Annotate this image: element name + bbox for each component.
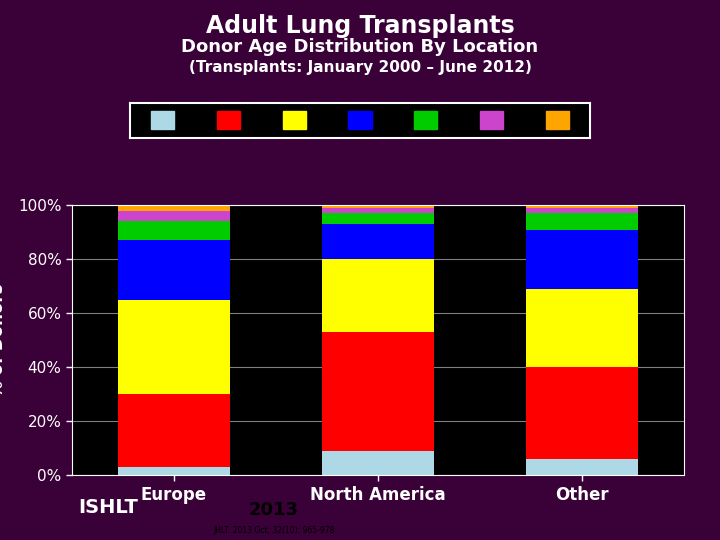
Text: (Transplants: January 2000 – June 2012): (Transplants: January 2000 – June 2012): [189, 60, 531, 76]
Bar: [118, 240, 230, 300]
Bar: [526, 230, 638, 289]
Text: 2013: 2013: [248, 501, 299, 519]
Bar: [526, 289, 638, 367]
Bar: [322, 205, 434, 208]
Bar: [118, 394, 230, 467]
Bar: [151, 111, 174, 129]
Bar: [118, 467, 230, 475]
Bar: [118, 300, 230, 394]
Bar: [322, 451, 434, 475]
Bar: [546, 111, 569, 129]
Bar: [526, 459, 638, 475]
Bar: [526, 205, 638, 208]
Bar: [322, 213, 434, 224]
Bar: [414, 111, 437, 129]
Bar: [118, 205, 230, 211]
Bar: [118, 221, 230, 240]
Y-axis label: % of Donors: % of Donors: [0, 284, 7, 397]
Bar: [118, 211, 230, 221]
Text: Adult Lung Transplants: Adult Lung Transplants: [206, 14, 514, 37]
Bar: [217, 111, 240, 129]
Text: Donor Age Distribution By Location: Donor Age Distribution By Location: [181, 38, 539, 56]
Text: ISHLT: ISHLT: [78, 498, 138, 517]
Bar: [322, 208, 434, 213]
Bar: [322, 259, 434, 332]
Bar: [526, 367, 638, 459]
Bar: [283, 111, 306, 129]
Bar: [526, 213, 638, 230]
Bar: [526, 208, 638, 213]
Bar: [322, 332, 434, 451]
Text: JHLT. 2013 Oct; 32(10): 965-978: JHLT. 2013 Oct; 32(10): 965-978: [213, 526, 334, 535]
Bar: [480, 111, 503, 129]
Bar: [322, 224, 434, 259]
Bar: [348, 111, 372, 129]
